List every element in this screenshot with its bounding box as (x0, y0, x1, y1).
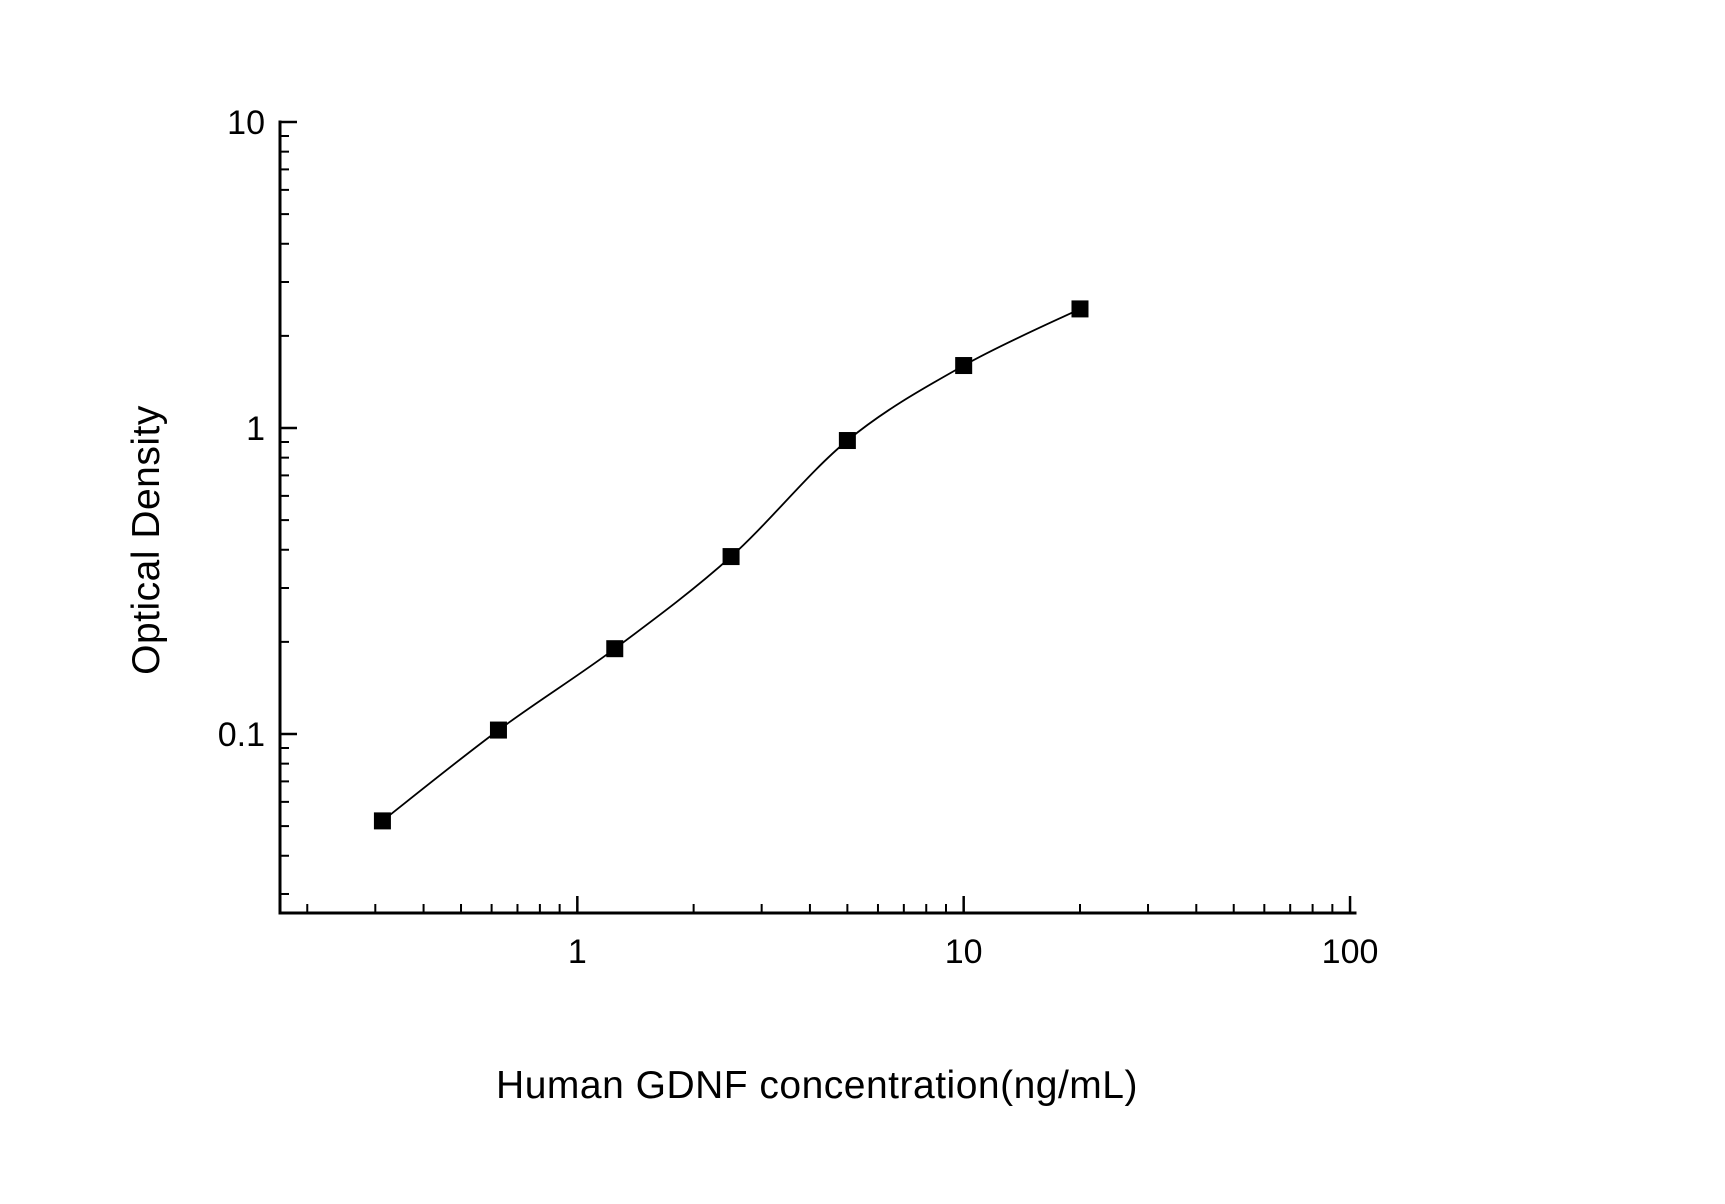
x-tick-label: 10 (945, 933, 983, 971)
axis-frame (278, 120, 1357, 915)
data-point-marker (373, 812, 391, 830)
data-point-marker (606, 640, 624, 658)
data-point-marker (722, 548, 740, 566)
x-axis-title: Human GDNF concentration(ng/mL) (496, 1064, 1138, 1107)
y-tick-label: 10 (227, 104, 265, 142)
data-point-marker (955, 357, 973, 375)
y-tick-label: 0.1 (218, 716, 265, 754)
y-tick-label: 1 (246, 410, 265, 448)
data-point-marker (489, 721, 507, 739)
x-tick-label: 1 (568, 933, 587, 971)
y-axis-title: Optical Density (125, 405, 168, 675)
data-point-marker (1071, 300, 1089, 318)
data-point-marker (838, 432, 856, 450)
x-tick-label: 100 (1322, 933, 1379, 971)
